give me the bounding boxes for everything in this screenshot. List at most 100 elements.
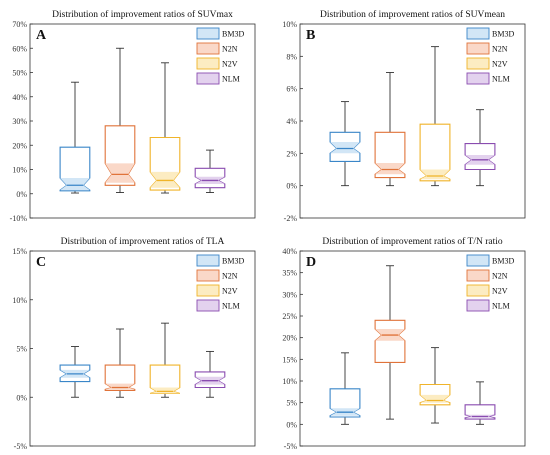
y-tick-label: 0% xyxy=(16,190,27,199)
legend-label: N2N xyxy=(222,272,238,281)
axes-frame xyxy=(299,250,526,447)
panel-letter: C xyxy=(36,255,46,270)
panel-title: Distribution of improvement ratios of TL… xyxy=(61,236,225,247)
legend-label: N2N xyxy=(492,45,508,54)
box-n2n xyxy=(104,47,136,193)
y-tick-label: 20% xyxy=(12,141,27,150)
legend-label: N2N xyxy=(492,272,508,281)
y-tick-label: 70% xyxy=(12,20,27,29)
box-n2v xyxy=(149,322,181,398)
legend: BM3D N2N N2V NLM xyxy=(196,27,244,85)
y-tick-label: 30% xyxy=(12,117,27,126)
legend-label: BM3D xyxy=(492,257,514,266)
y-tick-label: 40% xyxy=(282,247,297,256)
box-nlm xyxy=(194,149,226,193)
y-tick-label: 10% xyxy=(12,296,27,305)
box-nlm xyxy=(464,381,496,425)
notch-shade xyxy=(105,163,135,183)
box-n2n xyxy=(104,328,136,398)
y-tick-label: 4% xyxy=(286,117,297,126)
y-tick-label: 0% xyxy=(16,393,27,402)
legend-swatch xyxy=(196,284,220,297)
legend-label: NLM xyxy=(492,75,510,84)
box-body xyxy=(374,319,406,363)
box-n2n xyxy=(374,265,406,420)
legend-swatch xyxy=(466,269,490,282)
y-tick-label: -5% xyxy=(14,442,28,451)
legend-label: N2V xyxy=(492,287,508,296)
notch-shade xyxy=(375,163,405,175)
y-tick-label: 40% xyxy=(12,93,27,102)
y-tick-label: 10% xyxy=(12,166,27,175)
panel-title: Distribution of improvement ratios of SU… xyxy=(52,9,233,20)
y-tick-label: -5% xyxy=(284,442,298,451)
panel-letter: B xyxy=(306,28,315,43)
panel-c: Distribution of improvement ratios of TL… xyxy=(12,236,256,451)
y-tick-label: 6% xyxy=(286,85,297,94)
notch-shade xyxy=(330,142,360,154)
legend-label: N2V xyxy=(222,287,238,296)
notch-shade xyxy=(420,169,450,180)
panel-title: Distribution of improvement ratios of SU… xyxy=(320,9,505,20)
legend-label: NLM xyxy=(492,302,510,311)
legend-swatch xyxy=(466,254,490,267)
legend-swatch xyxy=(196,42,220,55)
box-n2v xyxy=(149,62,181,194)
y-tick-label: 10% xyxy=(282,20,297,29)
y-tick-label: 5% xyxy=(286,399,297,408)
legend-label: N2V xyxy=(492,60,508,69)
y-tick-label: 15% xyxy=(12,247,27,256)
box-bm3d xyxy=(59,81,91,194)
legend-swatch xyxy=(466,27,490,40)
box-nlm xyxy=(464,109,496,187)
legend-swatch xyxy=(196,269,220,282)
legend-swatch xyxy=(196,57,220,70)
y-tick-label: 8% xyxy=(286,52,297,61)
legend: BM3D N2N N2V NLM xyxy=(466,254,514,312)
panel-letter: D xyxy=(306,255,316,270)
y-tick-label: 60% xyxy=(12,44,27,53)
legend-swatch xyxy=(196,72,220,85)
y-tick-label: 15% xyxy=(282,355,297,364)
panel-letter: A xyxy=(36,28,47,43)
notch-shade xyxy=(60,178,90,191)
y-tick-label: 50% xyxy=(12,69,27,78)
box-nlm xyxy=(194,350,226,398)
legend-label: BM3D xyxy=(222,30,244,39)
y-tick-label: 30% xyxy=(282,290,297,299)
legend-swatch xyxy=(466,57,490,70)
legend-swatch xyxy=(196,27,220,40)
legend-swatch xyxy=(466,72,490,85)
box-n2v xyxy=(419,46,451,187)
legend: BM3D N2N N2V NLM xyxy=(466,27,514,85)
legend-swatch xyxy=(466,299,490,312)
legend-label: BM3D xyxy=(222,257,244,266)
box-bm3d xyxy=(329,352,361,425)
box-n2v xyxy=(419,347,451,424)
y-tick-label: 35% xyxy=(282,269,297,278)
legend: BM3D N2N N2V NLM xyxy=(196,254,244,312)
legend-label: N2V xyxy=(222,60,238,69)
legend-label: NLM xyxy=(222,302,240,311)
y-tick-label: 10% xyxy=(282,377,297,386)
legend-swatch xyxy=(196,299,220,312)
y-tick-label: 25% xyxy=(282,312,297,321)
box-body xyxy=(419,123,451,182)
panel-a: Distribution of improvement ratios of SU… xyxy=(10,9,256,223)
legend-label: N2N xyxy=(222,45,238,54)
legend-swatch xyxy=(196,254,220,267)
box-n2n xyxy=(374,72,406,187)
legend-swatch xyxy=(466,284,490,297)
box-bm3d xyxy=(59,346,91,398)
y-tick-label: 20% xyxy=(282,334,297,343)
box-bm3d xyxy=(329,101,361,187)
legend-label: NLM xyxy=(222,75,240,84)
legend-swatch xyxy=(466,42,490,55)
legend-label: BM3D xyxy=(492,30,514,39)
panel-title: Distribution of improvement ratios of T/… xyxy=(322,236,503,247)
y-tick-label: -10% xyxy=(10,214,28,223)
panel-b: Distribution of improvement ratios of SU… xyxy=(282,9,526,223)
panel-d: Distribution of improvement ratios of T/… xyxy=(282,236,526,451)
y-tick-label: -2% xyxy=(284,214,298,223)
